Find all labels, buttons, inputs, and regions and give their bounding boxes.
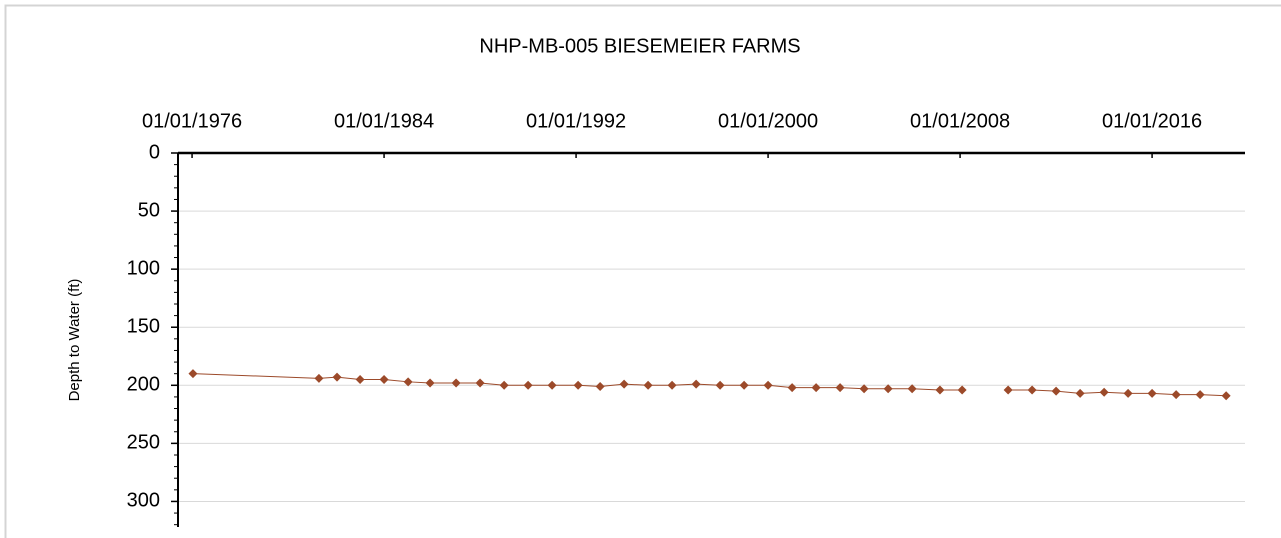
y-axis-title: Depth to Water (ft)	[66, 279, 83, 402]
data-point	[957, 385, 967, 395]
data-point	[1171, 390, 1181, 400]
data-point	[475, 378, 485, 388]
y-tick-label: 200	[127, 374, 160, 396]
data-point	[787, 383, 797, 393]
x-tick-label: 01/01/2008	[910, 110, 1010, 132]
data-point	[379, 374, 389, 384]
data-point	[691, 379, 701, 389]
data-point	[643, 380, 653, 390]
data-point	[935, 385, 945, 395]
data-point	[1075, 388, 1085, 398]
data-point	[1221, 391, 1231, 401]
data-point	[715, 380, 725, 390]
data-point	[1027, 385, 1037, 395]
data-point	[619, 379, 629, 389]
data-point	[1099, 387, 1109, 397]
data-point	[188, 369, 198, 379]
x-tick-label: 01/01/1984	[334, 110, 434, 132]
data-point	[403, 377, 413, 387]
data-point	[1051, 386, 1061, 396]
data-point	[883, 384, 893, 394]
y-tick-label: 250	[127, 432, 160, 454]
data-point	[595, 381, 605, 391]
x-tick-label: 01/01/2000	[718, 110, 818, 132]
data-point	[451, 378, 461, 388]
x-tick-label: 01/01/1992	[526, 110, 626, 132]
data-line	[1008, 389, 1227, 397]
y-tick-label: 100	[127, 257, 160, 279]
data-point	[573, 380, 583, 390]
y-tick-label: 50	[138, 199, 160, 221]
x-tick-label: 01/01/1976	[142, 110, 242, 132]
data-point	[859, 384, 869, 394]
data-point	[1003, 385, 1013, 395]
data-point	[1147, 388, 1157, 398]
y-tick-label: 150	[127, 316, 160, 338]
y-tick-label: 300	[127, 490, 160, 512]
data-point	[523, 380, 533, 390]
x-tick-label: 01/01/2016	[1102, 110, 1202, 132]
chart-title: NHP-MB-005 BIESEMEIER FARMS	[479, 35, 800, 57]
data-point	[763, 380, 773, 390]
data-point	[314, 373, 324, 383]
data-point	[739, 380, 749, 390]
data-point	[811, 383, 821, 393]
data-point	[1195, 390, 1205, 400]
frame	[4, 4, 1281, 538]
y-tick-label: 0	[149, 141, 160, 163]
data-point	[547, 380, 557, 390]
data-point	[835, 383, 845, 393]
data-point	[907, 384, 917, 394]
data-point	[425, 378, 435, 388]
data-point	[1123, 388, 1133, 398]
data-point	[332, 372, 342, 382]
data-point	[499, 380, 509, 390]
data-point	[355, 374, 365, 384]
data-point	[667, 380, 677, 390]
